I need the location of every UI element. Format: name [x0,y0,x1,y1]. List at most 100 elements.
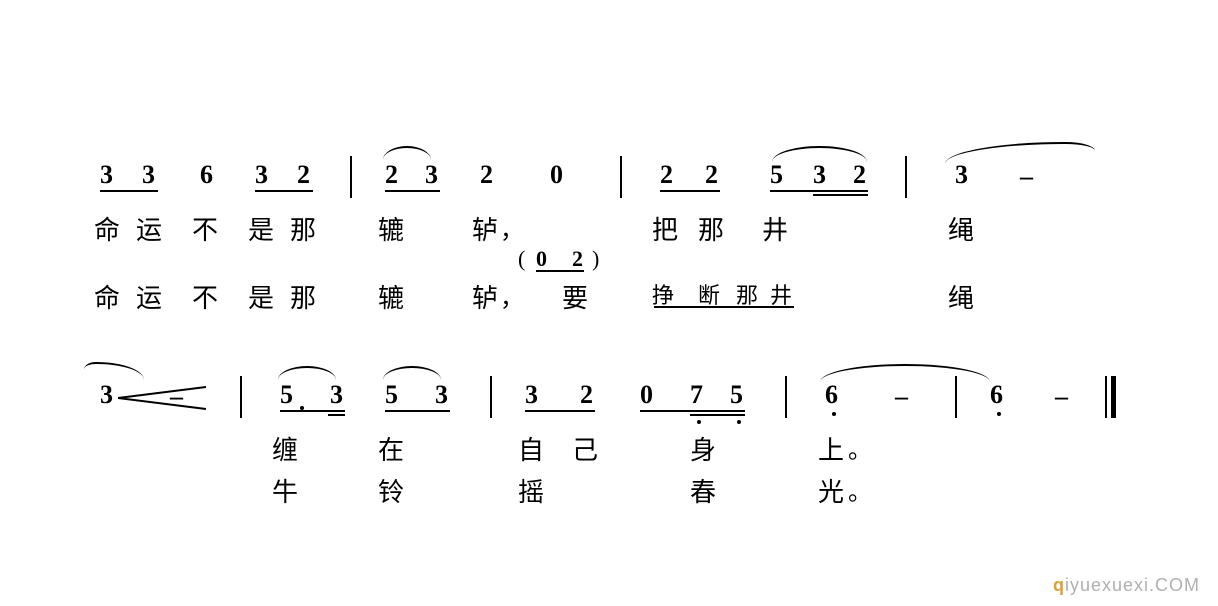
note: 0 [640,380,653,410]
lyric: 轳 [472,210,498,247]
system-1-lyrics-2: 命 运 不 是 那 辘 轳 ， 要 挣 断 那 井 绳 [100,278,1120,320]
lyric: 那 [698,210,724,247]
note: 3 [100,160,113,190]
note: 3 [435,380,448,410]
dash: – [170,382,183,412]
note: 0 [550,160,563,190]
paren-close: ) [592,246,599,272]
lyric: 是 [248,210,274,247]
note: 6 [200,160,213,190]
system-2-notation: 3 – 5 3 5 3 3 2 0 7 5 [100,380,1120,430]
punct-period: 。 [848,430,872,465]
crescendo-hairpin [118,386,208,410]
score: 3 3 6 3 2 2 3 2 0 2 2 5 3 2 [100,160,1120,574]
lyric: 光 [818,472,844,509]
note: 6 [990,380,1003,410]
dash: – [1055,382,1068,412]
note: 2 [480,160,493,190]
note: 2 [853,160,866,190]
beam [280,410,345,412]
note: 3 [255,160,268,190]
lyric: 不 [192,210,218,247]
lyric: 是 [248,278,274,315]
lyric: 在 [378,430,404,467]
barline [785,376,787,418]
beam [770,190,868,192]
note: 2 [705,160,718,190]
beam [640,410,745,412]
lyric: 运 [136,210,162,247]
note: 3 [525,380,538,410]
dash: – [895,382,908,412]
note: 3 [100,380,113,410]
barline [350,156,352,198]
tie [820,364,990,382]
note: 2 [297,160,310,190]
tie [772,146,867,162]
system-2: 3 – 5 3 5 3 3 2 0 7 5 [100,380,1120,514]
lyric: 运 [136,278,162,315]
lyric: 绳 [948,278,974,315]
lyric-underline [654,306,794,308]
lyric: 那 [290,210,316,247]
lyric: 要 [562,278,588,315]
note: 7 [690,380,703,410]
lyric: 牛 [272,472,298,509]
note: 5 [280,380,293,410]
note: 5 [385,380,398,410]
lyric: 缠 [272,430,298,467]
cue-beam [536,270,584,272]
barline [240,376,242,418]
beam-double [690,414,745,416]
barline [905,156,907,198]
beam-double [813,194,868,196]
tie [383,366,441,380]
lyric: 命 [94,278,120,315]
beam [385,410,450,412]
lyric: 把 [652,210,678,247]
punct-period: 。 [848,472,872,507]
note: 2 [385,160,398,190]
beam [385,190,440,192]
lyric: 绳 [948,210,974,247]
note: 5 [730,380,743,410]
lyric: 那 [290,278,316,315]
note: 5 [770,160,783,190]
tie [278,366,336,380]
note: 6 [825,380,838,410]
lyric: 春 [690,472,716,509]
tie [383,146,431,160]
note: 3 [813,160,826,190]
beam [660,190,720,192]
note: 3 [425,160,438,190]
lyric: 辘 [378,278,404,315]
octave-dot-low [697,420,701,424]
cue-note: 0 [536,246,547,272]
watermark: qiyuexuexi.COM [1053,575,1200,596]
barline [955,376,957,418]
note: 2 [580,380,593,410]
lyric: 井 [762,210,788,247]
barline [490,376,492,418]
note: 3 [330,380,343,410]
lyric: 己 [572,430,598,467]
watermark-q: q [1053,575,1065,595]
system-1-cue: ( 0 2 ) [100,252,1120,278]
beam [255,190,313,192]
system-1-notation: 3 3 6 3 2 2 3 2 0 2 2 5 3 2 [100,160,1120,210]
watermark-text: iyuexuexi.COM [1065,575,1200,595]
beam-double [328,414,345,416]
barline [620,156,622,198]
paren-open: ( [518,246,525,272]
lyric: 不 [192,278,218,315]
octave-dot-low [737,420,741,424]
punct-comma: ， [500,278,524,313]
beam [525,410,595,412]
cue-note: 2 [572,246,583,272]
system-2-lyrics-1: 缠 在 自 己 身 上 。 [100,430,1120,472]
beam [100,190,158,192]
lyric: 上 [818,430,844,467]
system-1-lyrics-1: 命 运 不 是 那 辘 轳 ， 把 那 井 绳 [100,210,1120,252]
lyric: 身 [690,430,716,467]
lyric: 命 [94,210,120,247]
